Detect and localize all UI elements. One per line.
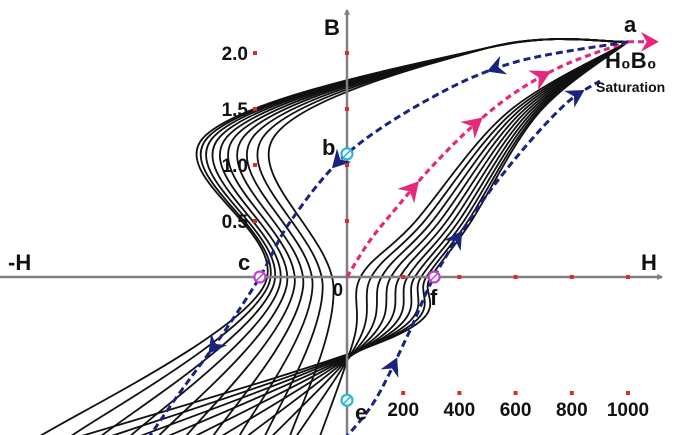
descending-arrowhead — [486, 55, 508, 75]
ascending-branch — [345, 79, 601, 435]
x-tick-mark-lower — [513, 391, 518, 395]
y-tick-mark — [253, 219, 257, 223]
y-axis-tick-mark — [345, 219, 349, 223]
minor-loop-rising — [168, 41, 629, 435]
saturation-arrowhead — [640, 31, 659, 52]
x-tick-label: 1000 — [607, 400, 649, 421]
x-tick-mark — [626, 275, 630, 279]
descending-arrowhead — [208, 333, 228, 354]
x-tick-mark — [513, 275, 518, 279]
point-a-label: a — [624, 12, 637, 37]
x-tick-mark — [401, 275, 406, 279]
point-b-label: b — [322, 135, 335, 160]
point-c-label: c — [238, 250, 250, 275]
y-tick-label: 1.5 — [222, 100, 249, 121]
point-b-marker-cross — [342, 149, 352, 158]
point-f-marker-cross — [430, 272, 439, 282]
point-f-label: f — [430, 285, 438, 310]
minor-loop-rising — [319, 41, 629, 435]
y-tick-label: 0.5 — [222, 212, 249, 233]
minor-loop-rising — [221, 41, 629, 435]
point-c-marker-cross — [255, 272, 264, 282]
marks: 200 400 600 800 1000 0.5 1.0 1.5 2.0 — [222, 44, 650, 421]
minor-loop-falling — [39, 38, 629, 435]
initial-curve-arrowhead — [460, 117, 483, 139]
ascending-arrowhead — [380, 357, 399, 378]
y-axis-tick-mark — [345, 163, 349, 167]
minor-loop-rising — [140, 41, 629, 435]
y-tick-mark — [253, 107, 257, 111]
x-tick-label: 400 — [444, 400, 476, 421]
x-tick-mark-lower — [457, 391, 462, 395]
y-tick-label: 2.0 — [222, 44, 248, 65]
point-e-label: e — [355, 400, 367, 425]
x-tick-mark-lower — [626, 391, 630, 395]
x-axis-negative-label: -H — [8, 250, 31, 275]
x-tick-mark-lower — [569, 391, 574, 395]
minor-loop-rising — [271, 41, 629, 435]
x-tick-mark — [569, 275, 574, 279]
minor-loop-rising — [247, 41, 629, 435]
y-tick-mark — [253, 51, 257, 55]
y-tick-mark — [253, 163, 257, 167]
saturation-formula: H₀B₀ — [605, 48, 657, 73]
point-e-marker-cross — [342, 396, 352, 405]
y-axis-tick-mark — [345, 107, 349, 111]
x-tick-label: 600 — [500, 400, 532, 421]
y-axis-label: B — [324, 15, 340, 40]
y-tick-label: 1.0 — [222, 156, 248, 177]
minor-loop-rising — [111, 41, 629, 435]
saturation-label: Saturation — [596, 79, 665, 95]
y-axis-tick-mark — [345, 51, 349, 55]
origin-label: 0 — [333, 280, 343, 300]
ascending-arrowhead — [563, 90, 585, 108]
minor-loop-falling — [185, 38, 629, 435]
ascending-arrowhead — [444, 230, 463, 252]
descending-branch — [148, 40, 629, 435]
minor-loop-rising — [195, 41, 629, 435]
x-tick-label: 800 — [556, 400, 588, 421]
x-tick-mark — [457, 275, 462, 279]
minor-loops — [39, 38, 629, 435]
initial-curve-arrowhead — [397, 181, 419, 204]
x-axis-label: H — [641, 250, 657, 275]
initial-curve-arrowhead — [528, 70, 551, 91]
x-tick-mark-lower — [401, 391, 406, 395]
x-tick-label: 200 — [387, 400, 419, 421]
